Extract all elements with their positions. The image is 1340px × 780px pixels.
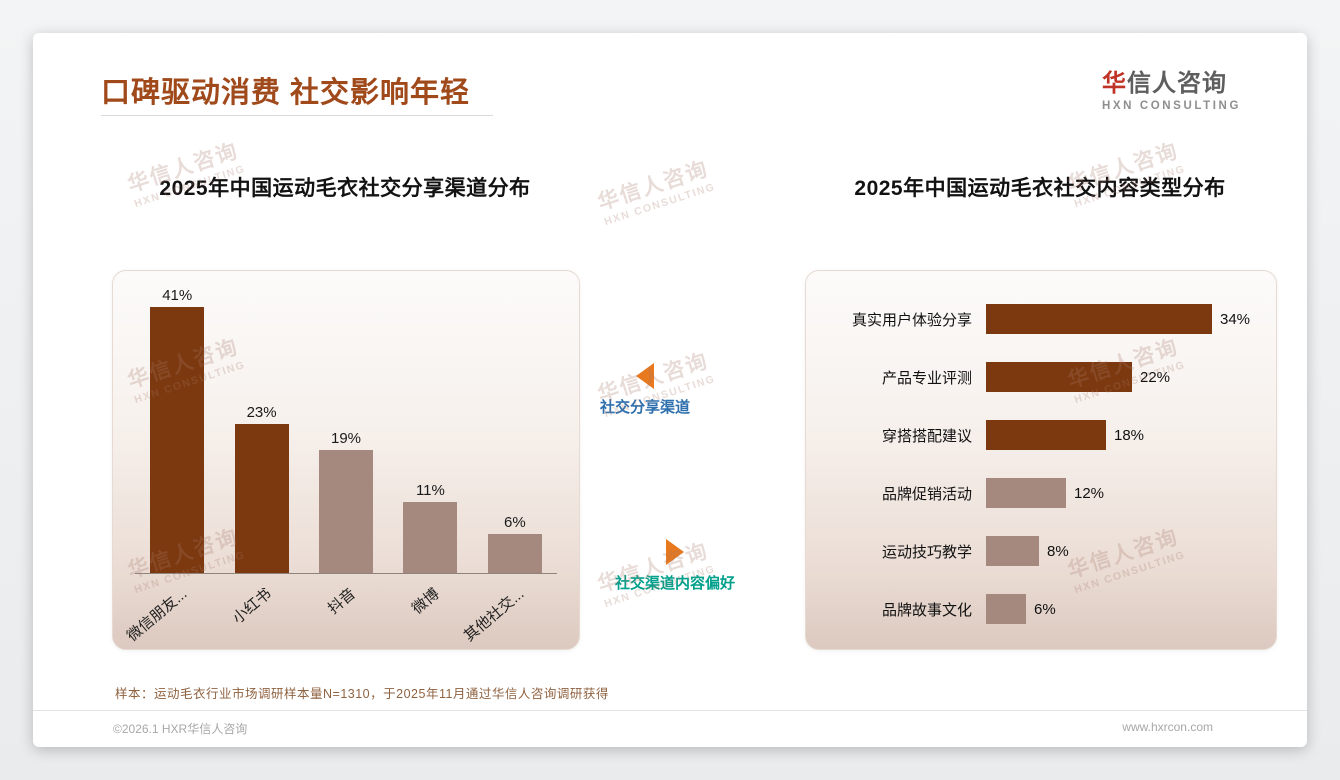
bar-group: 6% 其他社交... — [461, 281, 557, 645]
logo-accent-mark: 华 — [1101, 70, 1127, 97]
right-chart-plot: 真实用户体验分享 34% 产品专业评测 22% 穿搭搭配建议 18% 品牌促销活动 12% 运动… — [822, 297, 1264, 631]
bar-value-label: 23% — [246, 404, 277, 421]
copyright-text: ©2026.1 HXR华信人咨询 — [113, 722, 248, 736]
bar-group: 11% 微博 — [388, 281, 472, 618]
bar-category-label: 产品专业评测 — [881, 369, 972, 387]
right-chart-title: 2025年中国运动毛衣社交内容类型分布 — [854, 177, 1226, 200]
annotation-label-content-preference: 社交渠道内容偏好 — [614, 575, 735, 592]
bar-group: 23% 小红书 — [219, 281, 303, 627]
company-logo: 华信人咨询 HXN CONSULTING — [1101, 70, 1241, 113]
left-chart-plot: 41% 微信朋友... 23% 小红书 19% 抖音 11% 微博 6% 其他社交... — [124, 281, 557, 645]
watermark-line2: HXN CONSULTING — [602, 180, 718, 229]
bar-category-label: 微信朋友... — [123, 585, 191, 645]
bar — [319, 450, 374, 573]
website-text: www.hxrcon.com — [1122, 720, 1213, 734]
footer-divider — [33, 710, 1307, 711]
bar-value-label: 11% — [415, 482, 445, 499]
right-chart-panel: 真实用户体验分享 34% 产品专业评测 22% 穿搭搭配建议 18% 品牌促销活动 12% 运动… — [805, 270, 1277, 650]
sample-note: 样本：运动毛衣行业市场调研样本量N=1310，于2025年11月通过华信人咨询调… — [115, 687, 609, 701]
bar-category-label: 运动技巧教学 — [881, 543, 972, 561]
logo-text: 华信人咨询 — [1101, 70, 1241, 97]
bar-category-label: 微博 — [409, 585, 444, 618]
annotation-share-channel: 社交分享渠道 — [540, 363, 750, 417]
bar — [150, 307, 205, 573]
bar-value-label: 18% — [1114, 426, 1145, 444]
bar-value-label: 34% — [1220, 310, 1251, 328]
bar-category-label: 品牌促销活动 — [881, 485, 972, 503]
left-chart-panel: 41% 微信朋友... 23% 小红书 19% 抖音 11% 微博 6% 其他社交... — [112, 270, 580, 650]
bar-value-label: 6% — [1034, 600, 1056, 618]
bar — [986, 420, 1106, 450]
bar-category-label: 小红书 — [229, 585, 275, 628]
page-title: 口碑驱动消费 社交影响年轻 — [101, 77, 471, 109]
annotation-label-share-channel: 社交分享渠道 — [599, 399, 690, 416]
bar-row: 品牌故事文化 6% — [822, 587, 1264, 631]
bar-value-label: 41% — [162, 287, 193, 304]
left-chart-title: 2025年中国运动毛衣社交分享渠道分布 — [159, 177, 531, 200]
bar-value-label: 12% — [1074, 484, 1105, 502]
bar — [986, 536, 1039, 566]
bar — [403, 502, 458, 573]
bar-value-label: 22% — [1140, 368, 1171, 386]
title-underline — [101, 115, 493, 116]
bar-row: 穿搭搭配建议 18% — [822, 413, 1264, 457]
bar — [487, 534, 542, 573]
bar-category-label: 穿搭搭配建议 — [881, 427, 972, 445]
arrow-left-icon — [636, 363, 654, 389]
logo-subtitle: HXN CONSULTING — [1101, 100, 1241, 113]
bar-value-label: 19% — [331, 430, 362, 447]
bar-category-label: 真实用户体验分享 — [851, 311, 972, 329]
bar — [986, 478, 1066, 508]
watermark-line1: 华信人咨询 — [595, 157, 712, 215]
annotation-content-preference: 社交渠道内容偏好 — [570, 539, 780, 593]
bar — [986, 304, 1212, 334]
bar-group: 41% 微信朋友... — [124, 281, 219, 645]
bar-value-label: 8% — [1047, 542, 1069, 560]
bar-row: 产品专业评测 22% — [822, 355, 1264, 399]
bar — [986, 594, 1026, 624]
bar-row: 真实用户体验分享 34% — [822, 297, 1264, 341]
bar-row: 运动技巧教学 8% — [822, 529, 1264, 573]
bar-category-label: 抖音 — [324, 585, 359, 618]
logo-rest: 信人咨询 — [1126, 70, 1227, 97]
bar — [986, 362, 1132, 392]
bar-row: 品牌促销活动 12% — [822, 471, 1264, 515]
bar-value-label: 6% — [503, 514, 526, 531]
bar-category-label: 品牌故事文化 — [881, 601, 972, 619]
report-card: 口碑驱动消费 社交影响年轻 华信人咨询 HXN CONSULTING 2025年… — [33, 33, 1307, 747]
watermark: 华信人咨询 HXN CONSULTING — [595, 156, 718, 229]
bar-group: 19% 抖音 — [304, 281, 388, 618]
bar — [234, 424, 289, 573]
arrow-right-icon — [666, 539, 684, 565]
bar-category-label: 其他社交... — [461, 585, 528, 645]
